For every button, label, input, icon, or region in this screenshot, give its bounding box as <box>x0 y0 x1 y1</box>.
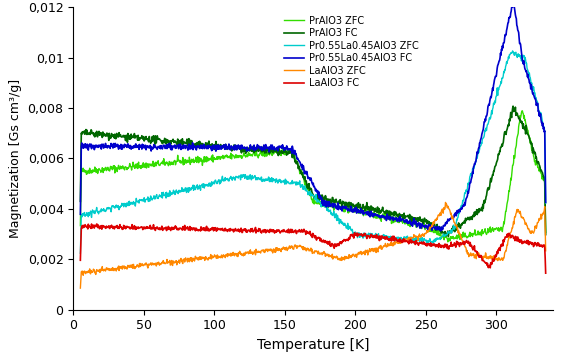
LaAlO3 FC <box>283 230 289 234</box>
PrAlO3 ZFC <box>449 236 456 240</box>
Line: PrAlO3 FC: PrAlO3 FC <box>81 106 546 236</box>
Pr0.55La0.45AlO3 FC <box>438 229 444 233</box>
LaAlO3 ZFC <box>77 286 84 290</box>
LaAlO3 FC <box>77 258 84 262</box>
Pr0.55La0.45AlO3 ZFC <box>509 49 516 53</box>
LaAlO3 FC <box>93 222 100 226</box>
PrAlO3 ZFC <box>396 219 403 223</box>
LaAlO3 ZFC <box>449 216 456 221</box>
PrAlO3 FC <box>265 147 272 151</box>
Pr0.55La0.45AlO3 ZFC <box>396 236 403 240</box>
Pr0.55La0.45AlO3 FC <box>265 145 272 150</box>
Line: LaAlO3 FC: LaAlO3 FC <box>81 224 546 273</box>
Pr0.55La0.45AlO3 FC <box>282 146 289 150</box>
PrAlO3 ZFC <box>440 234 447 238</box>
Line: Pr0.55La0.45AlO3 FC: Pr0.55La0.45AlO3 FC <box>81 5 546 231</box>
Line: Pr0.55La0.45AlO3 ZFC: Pr0.55La0.45AlO3 ZFC <box>81 51 546 253</box>
Pr0.55La0.45AlO3 ZFC <box>125 203 131 208</box>
Pr0.55La0.45AlO3 ZFC <box>77 251 84 255</box>
LaAlO3 ZFC <box>396 241 403 245</box>
PrAlO3 FC <box>125 131 131 136</box>
Pr0.55La0.45AlO3 ZFC <box>265 175 272 179</box>
Line: PrAlO3 ZFC: PrAlO3 ZFC <box>81 111 546 242</box>
Pr0.55La0.45AlO3 FC <box>543 200 549 204</box>
PrAlO3 FC <box>543 232 549 237</box>
Pr0.55La0.45AlO3 ZFC <box>440 232 447 237</box>
LaAlO3 ZFC <box>125 263 131 267</box>
LaAlO3 FC <box>440 246 447 250</box>
LaAlO3 FC <box>449 243 456 247</box>
Line: LaAlO3 ZFC: LaAlO3 ZFC <box>81 203 546 288</box>
X-axis label: Temperature [K]: Temperature [K] <box>257 338 369 352</box>
PrAlO3 ZFC <box>519 109 526 113</box>
PrAlO3 ZFC <box>265 152 272 156</box>
PrAlO3 FC <box>440 231 447 235</box>
PrAlO3 ZFC <box>282 149 289 153</box>
PrAlO3 ZFC <box>125 166 131 170</box>
Pr0.55La0.45AlO3 ZFC <box>282 177 289 181</box>
PrAlO3 FC <box>445 234 452 239</box>
LaAlO3 FC <box>397 239 404 243</box>
LaAlO3 ZFC <box>440 211 447 215</box>
PrAlO3 ZFC <box>77 224 84 228</box>
Pr0.55La0.45AlO3 FC <box>449 216 456 221</box>
PrAlO3 FC <box>396 214 403 219</box>
Pr0.55La0.45AlO3 FC <box>125 142 131 146</box>
Pr0.55La0.45AlO3 FC <box>77 212 84 216</box>
PrAlO3 FC <box>282 150 289 154</box>
LaAlO3 FC <box>543 271 549 275</box>
LaAlO3 ZFC <box>442 200 449 205</box>
PrAlO3 FC <box>510 104 517 108</box>
PrAlO3 FC <box>449 226 456 231</box>
Legend: PrAlO3 ZFC, PrAlO3 FC, Pr0.55La0.45AlO3 ZFC, Pr0.55La0.45AlO3 FC, LaAlO3 ZFC, La: PrAlO3 ZFC, PrAlO3 FC, Pr0.55La0.45AlO3 … <box>280 12 422 92</box>
LaAlO3 ZFC <box>543 248 549 253</box>
Pr0.55La0.45AlO3 FC <box>440 224 447 228</box>
LaAlO3 FC <box>125 225 132 230</box>
Pr0.55La0.45AlO3 FC <box>510 2 517 7</box>
Y-axis label: Magnetization [Gs cm³/g]: Magnetization [Gs cm³/g] <box>9 79 22 238</box>
PrAlO3 FC <box>77 199 84 204</box>
LaAlO3 FC <box>266 229 272 233</box>
Pr0.55La0.45AlO3 ZFC <box>448 231 455 235</box>
Pr0.55La0.45AlO3 ZFC <box>543 201 549 205</box>
LaAlO3 ZFC <box>265 248 272 253</box>
PrAlO3 ZFC <box>444 240 451 244</box>
PrAlO3 ZFC <box>543 230 549 235</box>
LaAlO3 ZFC <box>282 248 289 252</box>
Pr0.55La0.45AlO3 FC <box>396 214 403 219</box>
